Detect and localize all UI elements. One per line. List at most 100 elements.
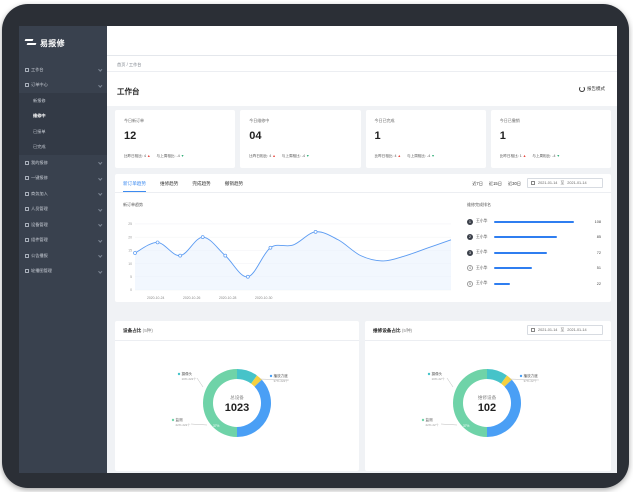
sidebar-item-8[interactable]: 商务加入 — [19, 186, 107, 202]
sidebar-item-label: 新报修 — [33, 97, 46, 103]
date-from: 2021-01-14 — [538, 328, 558, 332]
rank-name: 王小华 — [476, 281, 488, 286]
range-button-0[interactable]: 近7日 — [472, 181, 483, 186]
sidebar-item-4[interactable]: 已接单 — [19, 124, 107, 140]
breadcrumb: 首页 / 工作台 — [107, 56, 617, 72]
sidebar-item-5[interactable]: 已完成 — [19, 139, 107, 155]
logo[interactable]: 易报修 — [25, 35, 65, 51]
date-sep: 至 — [560, 327, 565, 332]
sidebar-item-11[interactable]: 组件管理 — [19, 233, 107, 249]
x-tick-label: 2020-10-26 — [183, 296, 200, 300]
report-mode-button[interactable]: 报告模式 — [579, 86, 605, 92]
pie-slice[interactable] — [501, 375, 512, 387]
sidebar-item-label: 商务加入 — [31, 190, 48, 196]
week-compare-value: -4 — [552, 154, 556, 158]
trend-date-range[interactable]: 2021-01-14 至 2021-01-14 — [527, 178, 603, 188]
data-point[interactable] — [178, 253, 182, 258]
callout-line — [196, 377, 204, 388]
notice-icon — [25, 253, 29, 258]
rank-number: 4 — [467, 265, 473, 272]
donut-center-value: 102 — [478, 402, 496, 414]
calendar-icon — [531, 328, 535, 332]
tab-trend-1[interactable]: 维修趋势 — [159, 181, 179, 186]
slice-inner-label: 37% — [213, 424, 220, 428]
line-chart-title: 新订单趋势 — [123, 202, 143, 207]
rank-name: 王小华 — [476, 219, 488, 224]
stat-label: 今日维修中 — [249, 118, 270, 123]
sidebar-item-13[interactable]: 轮播图管理 — [19, 264, 107, 280]
stat-value: 1 — [374, 130, 381, 142]
chevron-down-icon — [97, 175, 102, 180]
sidebar-item-label: 工作台 — [31, 66, 44, 72]
data-point[interactable] — [133, 251, 137, 255]
sidebar-item-2[interactable]: 新报修 — [19, 93, 107, 109]
callout-line — [190, 423, 208, 426]
main-area: 首页 / 工作台 工作台 报告模式 今日新订单 12 比昨日相比: 4 ▲ 与上周相比… — [107, 26, 617, 473]
sidebar-item-7[interactable]: 一键报修 — [19, 171, 107, 187]
day-compare: 比昨日相比: 4 ▲ — [375, 154, 402, 159]
slice-note: 10% 22个 — [432, 377, 445, 381]
rank-number: 5 — [467, 280, 473, 287]
sidebar-item-label: 人员管理 — [31, 206, 48, 212]
pie-slice[interactable] — [487, 369, 507, 384]
range-button-2[interactable]: 近30日 — [507, 181, 521, 186]
calendar-icon — [531, 181, 535, 185]
chevron-down-icon — [97, 253, 102, 258]
sidebar-item-6[interactable]: 我的报修 — [19, 155, 107, 171]
stat-card: 今日新订单 12 比昨日相比: 4 ▲ 与上周相比: -4 ▼ — [115, 110, 236, 168]
pie-slice[interactable] — [487, 379, 521, 437]
data-point[interactable] — [200, 235, 205, 239]
breadcrumb-current: 工作台 — [128, 62, 142, 67]
arrow-up-icon: ▲ — [396, 154, 402, 158]
pie-slice[interactable] — [203, 369, 237, 437]
pie-slice[interactable] — [251, 375, 262, 387]
data-point[interactable] — [155, 240, 160, 245]
rank-title: 维修完成排名 — [467, 202, 491, 207]
pie-slice[interactable] — [453, 369, 487, 437]
y-tick-label: 10 — [128, 262, 132, 266]
arrow-up-icon: ▲ — [521, 154, 527, 158]
day-compare-label: 比昨日相比: — [249, 154, 269, 158]
sidebar-item-3[interactable]: 维修中 — [19, 108, 107, 124]
breadcrumb-home[interactable]: 首页 — [117, 62, 126, 67]
sidebar-item-label: 公告播报 — [31, 252, 48, 258]
sidebar-item-label: 已接单 — [33, 128, 46, 134]
sidebar-item-10[interactable]: 设备管理 — [19, 217, 107, 233]
date-from: 2021-01-14 — [538, 181, 558, 185]
component-icon — [25, 238, 29, 243]
chevron-down-icon — [97, 160, 102, 165]
sidebar-item-9[interactable]: 人员管理 — [19, 202, 107, 218]
sidebar-item-0[interactable]: 工作台 — [19, 62, 107, 78]
sidebar-item-label: 订单中心 — [31, 82, 48, 88]
data-point[interactable] — [246, 274, 250, 279]
repair-date-range[interactable]: 2021-01-14 至 2021-01-14 — [527, 325, 603, 335]
stat-card: 今日已完成 1 比昨日相比: 4 ▲ 与上周相比: -4 ▼ — [365, 110, 486, 168]
stat-value: 04 — [249, 130, 262, 142]
sidebar-item-label: 我的报修 — [31, 159, 48, 165]
sidebar-item-12[interactable]: 公告播报 — [19, 248, 107, 264]
chevron-down-icon — [97, 206, 102, 211]
donut-center-value: 1023 — [225, 402, 249, 414]
stat-compare: 比昨日相比: 4 ▲ 与上周相比: -4 ▼ — [375, 154, 435, 159]
chevron-down-icon — [97, 82, 102, 87]
sidebar-item-1[interactable]: 订单中心 — [19, 78, 107, 94]
slice-note: 37% 222个 — [274, 379, 289, 383]
arrow-down-icon: ▼ — [555, 154, 561, 158]
data-point[interactable] — [223, 253, 228, 258]
pie-slice[interactable] — [237, 379, 271, 437]
data-point[interactable] — [313, 230, 318, 234]
data-point[interactable] — [268, 245, 273, 250]
report-mode-icon — [579, 86, 585, 92]
range-button-1[interactable]: 近15日 — [488, 181, 502, 186]
repair-share-title-text: 维修设备占比 — [373, 328, 401, 333]
tab-trend-0[interactable]: 新订单趋势 — [123, 174, 146, 192]
callout-line — [258, 378, 290, 381]
rank-row: 3 王小华 72 — [467, 245, 607, 261]
legend-dot — [519, 374, 523, 378]
tab-trend-3[interactable]: 撤销趋势 — [224, 181, 244, 186]
tab-trend-2[interactable]: 完成趋势 — [192, 181, 211, 186]
chevron-down-icon — [97, 222, 102, 227]
chevron-down-icon — [97, 67, 102, 72]
pie-slice[interactable] — [237, 369, 257, 384]
